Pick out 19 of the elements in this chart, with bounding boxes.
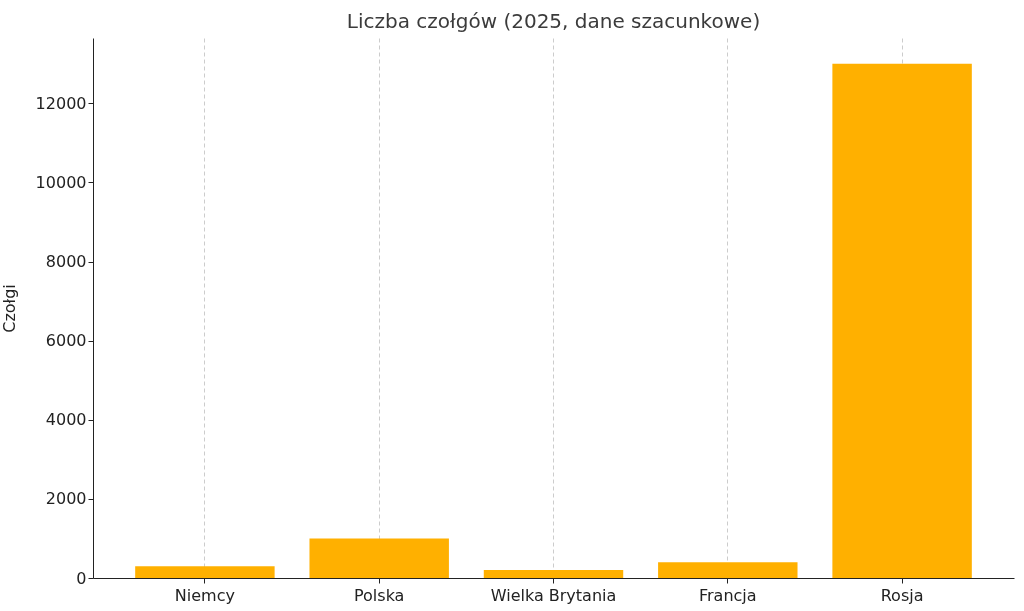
y-tick-label: 12000 bbox=[35, 93, 87, 113]
x-tick-label: Rosja bbox=[880, 585, 924, 605]
x-tick-label: Niemcy bbox=[174, 585, 235, 605]
y-tick-label: 2000 bbox=[45, 489, 87, 509]
x-tick-label: Francja bbox=[699, 585, 757, 605]
bar bbox=[658, 562, 798, 578]
x-tick-label: Polska bbox=[353, 585, 405, 605]
y-axis-title: Czołgi bbox=[0, 284, 19, 333]
y-tick-label: 8000 bbox=[45, 252, 87, 272]
x-tick-label: Wielka Brytania bbox=[490, 585, 617, 605]
bar bbox=[832, 63, 972, 578]
y-tick-label: 6000 bbox=[45, 331, 87, 351]
y-tick-label: 4000 bbox=[45, 410, 87, 430]
y-tick-label: 0 bbox=[76, 568, 87, 588]
bar bbox=[135, 566, 275, 578]
bar bbox=[309, 538, 449, 578]
bar bbox=[483, 570, 624, 578]
chart-title: Liczba czołgów (2025, dane szacunkowe) bbox=[346, 9, 761, 33]
y-tick-label: 10000 bbox=[35, 172, 87, 192]
